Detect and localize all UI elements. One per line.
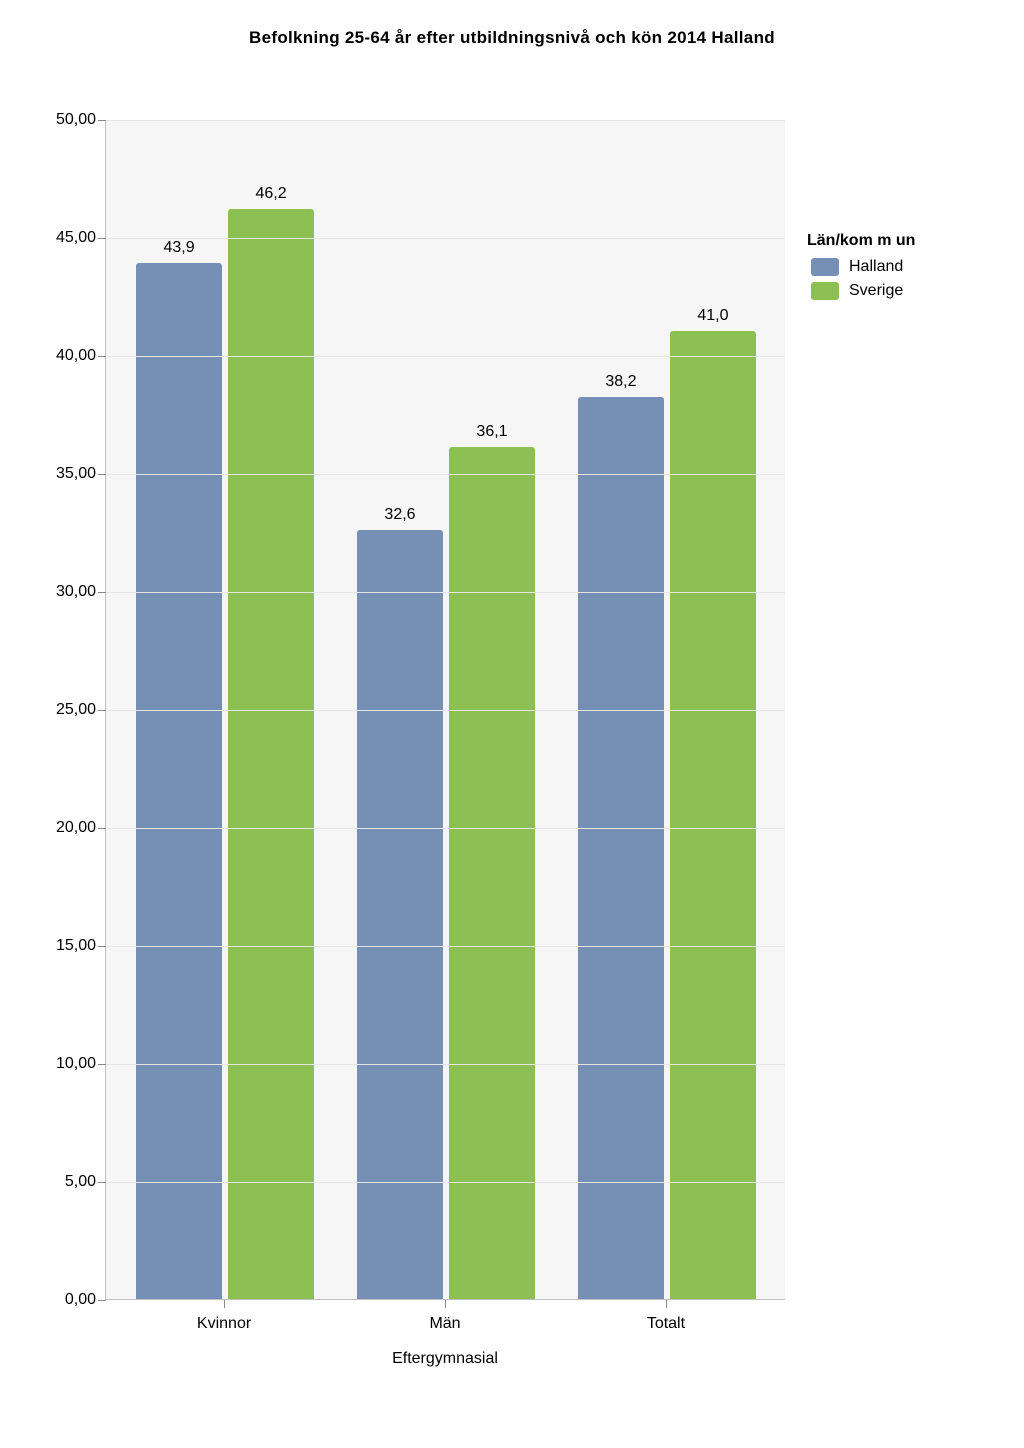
chart-container: 43,946,232,636,138,241,0 0,005,0010,0015… xyxy=(0,90,1024,1370)
bar: 46,2 xyxy=(228,209,314,1299)
legend-item: Halland xyxy=(807,258,915,276)
y-tick-label: 50,00 xyxy=(11,111,96,129)
gridline xyxy=(106,1182,785,1183)
gridline xyxy=(106,946,785,947)
gridline xyxy=(106,828,785,829)
chart-title: Befolkning 25-64 år efter utbildningsniv… xyxy=(0,28,1024,48)
y-tick-mark xyxy=(98,946,106,947)
y-tick-label: 0,00 xyxy=(11,1291,96,1309)
y-tick-label: 10,00 xyxy=(11,1055,96,1073)
legend-item: Sverige xyxy=(807,282,915,300)
gridline xyxy=(106,238,785,239)
y-tick-label: 30,00 xyxy=(11,583,96,601)
bar-value-label: 36,1 xyxy=(449,423,535,441)
y-tick-label: 40,00 xyxy=(11,347,96,365)
legend-label: Halland xyxy=(849,258,903,276)
y-tick-mark xyxy=(98,356,106,357)
legend: Län/kom m un Halland Sverige xyxy=(807,232,915,306)
gridline xyxy=(106,356,785,357)
gridline xyxy=(106,474,785,475)
bar-value-label: 46,2 xyxy=(228,185,314,203)
x-category-label: Kvinnor xyxy=(124,1315,324,1333)
bar-value-label: 41,0 xyxy=(670,307,756,325)
bar-value-label: 38,2 xyxy=(578,373,664,391)
y-tick-label: 15,00 xyxy=(11,937,96,955)
gridline xyxy=(106,120,785,121)
y-tick-label: 35,00 xyxy=(11,465,96,483)
y-tick-label: 20,00 xyxy=(11,819,96,837)
x-tick-mark xyxy=(445,1300,446,1308)
x-category-label: Män xyxy=(345,1315,545,1333)
x-tick-mark xyxy=(666,1300,667,1308)
legend-swatch-halland xyxy=(811,258,839,276)
gridline xyxy=(106,592,785,593)
y-tick-mark xyxy=(98,238,106,239)
y-tick-mark xyxy=(98,474,106,475)
legend-swatch-sverige xyxy=(811,282,839,300)
bar: 36,1 xyxy=(449,447,535,1299)
y-tick-mark xyxy=(98,828,106,829)
bar: 32,6 xyxy=(357,530,443,1299)
y-tick-mark xyxy=(98,710,106,711)
y-tick-label: 25,00 xyxy=(11,701,96,719)
y-tick-mark xyxy=(98,1064,106,1065)
y-tick-label: 45,00 xyxy=(11,229,96,247)
y-tick-mark xyxy=(98,1300,106,1301)
bar-value-label: 43,9 xyxy=(136,239,222,257)
bar: 38,2 xyxy=(578,397,664,1299)
bar: 43,9 xyxy=(136,263,222,1299)
y-tick-label: 5,00 xyxy=(11,1173,96,1191)
gridline xyxy=(106,1064,785,1065)
y-tick-mark xyxy=(98,120,106,121)
x-category-label: Totalt xyxy=(566,1315,766,1333)
bar: 41,0 xyxy=(670,331,756,1299)
plot-area: 43,946,232,636,138,241,0 xyxy=(105,120,785,1300)
bar-value-label: 32,6 xyxy=(357,506,443,524)
legend-title: Län/kom m un xyxy=(807,232,915,250)
x-axis-title: Eftergymnasial xyxy=(105,1350,785,1368)
legend-label: Sverige xyxy=(849,282,903,300)
gridline xyxy=(106,710,785,711)
y-tick-mark xyxy=(98,1182,106,1183)
y-tick-mark xyxy=(98,592,106,593)
x-tick-mark xyxy=(224,1300,225,1308)
